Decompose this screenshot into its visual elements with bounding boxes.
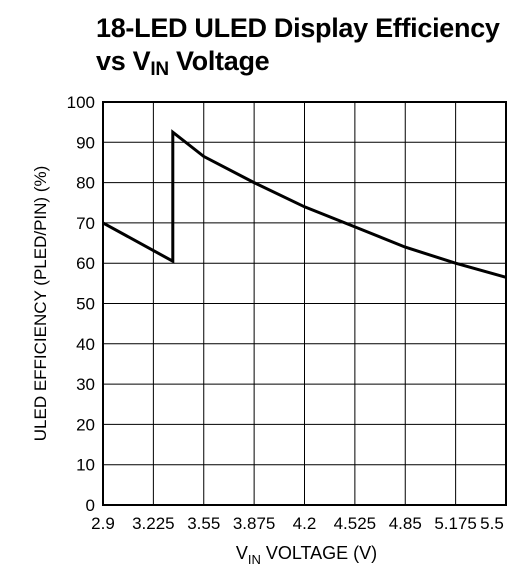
y-tick-label: 40	[76, 335, 95, 354]
xlabel-suffix: VOLTAGE (V)	[261, 543, 377, 563]
y-tick-label: 60	[76, 254, 95, 273]
x-tick-label: 2.9	[91, 514, 115, 533]
xlabel-prefix: V	[236, 543, 248, 563]
x-tick-label: 3.225	[132, 514, 175, 533]
y-tick-label: 70	[76, 214, 95, 233]
y-axis-label: ULED EFFICIENCY (PLED/PIN) (%)	[31, 166, 50, 442]
title-suffix: Voltage	[168, 46, 270, 76]
x-tick-label: 3.875	[233, 514, 276, 533]
y-tick-label: 10	[76, 456, 95, 475]
chart-title-line2: vs VIN Voltage	[96, 45, 500, 80]
xlabel-subscript: IN	[248, 552, 261, 567]
chart-title: 18-LED ULED Display Efficiency vs VIN Vo…	[96, 12, 500, 80]
title-subscript: IN	[150, 59, 169, 80]
x-axis-label: VIN VOLTAGE (V)	[236, 543, 377, 567]
grid-lines	[102, 101, 507, 506]
y-tick-label: 50	[76, 295, 95, 314]
x-tick-label: 4.525	[334, 514, 377, 533]
x-tick-label: 4.2	[293, 514, 317, 533]
y-tick-label: 20	[76, 415, 95, 434]
x-tick-label: 5.5	[480, 514, 504, 533]
chart-title-line1: 18-LED ULED Display Efficiency	[96, 13, 500, 43]
y-tick-label: 90	[76, 133, 95, 152]
y-tick-label: 80	[76, 174, 95, 193]
title-prefix: vs V	[96, 46, 151, 76]
x-tick-labels: 2.9 3.225 3.55 3.875 4.2 4.525 4.85 5.175 5.5	[91, 514, 504, 533]
series-line-efficiency	[102, 129, 507, 279]
x-tick-label: 5.175	[434, 514, 477, 533]
x-tick-label: 3.55	[187, 514, 220, 533]
y-tick-label: 0	[86, 496, 95, 515]
y-tick-label: 30	[76, 375, 95, 394]
y-tick-labels: 0 10 20 30 40 50 60 70 80 90 100	[67, 93, 95, 515]
y-tick-label: 100	[67, 93, 95, 112]
x-tick-label: 4.85	[389, 514, 422, 533]
plot-frame	[102, 101, 507, 506]
